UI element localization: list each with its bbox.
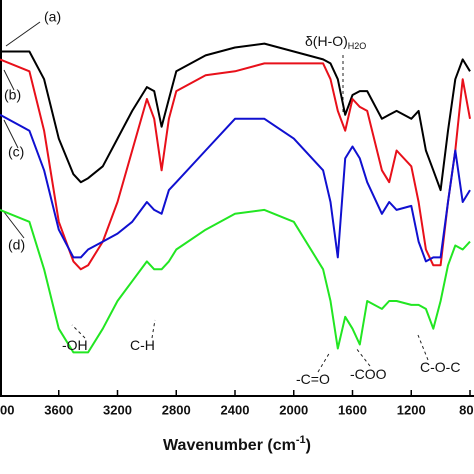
annotation-text: -C=O: [296, 371, 330, 387]
annotation: -C=O: [296, 371, 330, 387]
annotation-text: -COO: [350, 366, 387, 382]
annotation: -OH: [62, 337, 88, 353]
x-tick-label: 3200: [103, 402, 132, 417]
x-tick-label: 2800: [162, 402, 191, 417]
spectrum-line: [0, 58, 471, 271]
annotation-text: δ(H-O): [305, 33, 348, 49]
series-label: (b): [4, 87, 21, 103]
spectrum-line: [0, 113, 471, 263]
x-tick-label: 2400: [221, 402, 250, 417]
annotation: C-O-C: [420, 359, 460, 375]
x-axis-label-tail: ): [306, 437, 311, 454]
annotation: C-H: [130, 337, 155, 353]
x-tick-label: 4000: [0, 402, 14, 417]
series-label: (c): [8, 144, 24, 160]
series-label: (a): [44, 9, 61, 25]
x-axis-label-sup: -1: [296, 434, 306, 446]
series-label: (d): [8, 237, 25, 253]
x-tick-label: 2000: [279, 402, 308, 417]
spectrum-line: [0, 42, 471, 192]
x-tick-label: 3600: [44, 402, 73, 417]
annotation: -COO: [350, 366, 387, 382]
x-tick-label: 1600: [338, 402, 367, 417]
annotation-text: -OH: [62, 337, 88, 353]
annotation-subscript: H2O: [348, 41, 367, 51]
x-axis-label: Wavenumber (cm-1): [163, 434, 311, 454]
x-tick-label: 800: [459, 402, 474, 417]
annotation-text: C-H: [130, 337, 155, 353]
spectrum-line: [0, 208, 471, 354]
x-axis-label-text: Wavenumber (cm: [163, 437, 296, 454]
annotation: δ(H-O)H2O: [305, 33, 366, 52]
x-tick-label: 1200: [397, 402, 426, 417]
annotation-text: C-O-C: [420, 359, 460, 375]
